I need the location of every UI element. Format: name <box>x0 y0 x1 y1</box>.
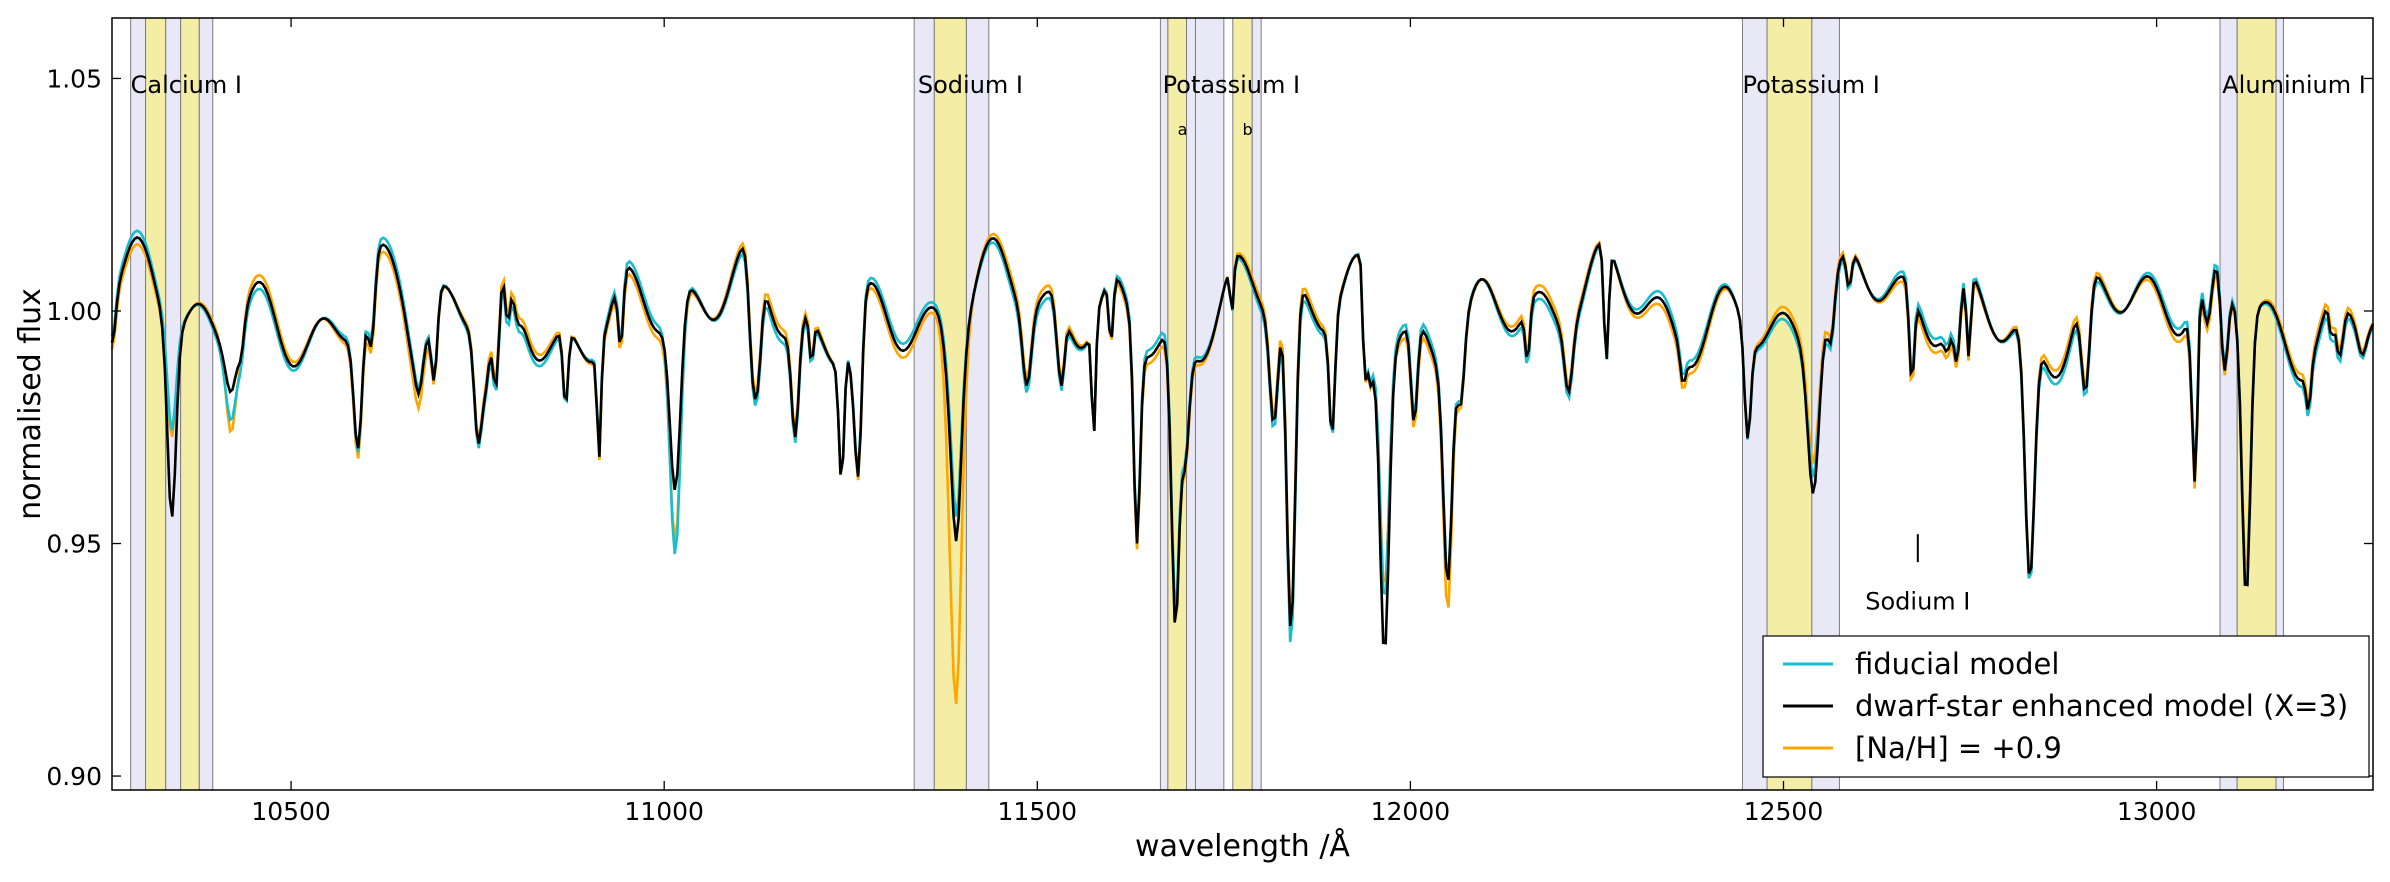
band-continuum-5 <box>913 17 935 791</box>
y-tick-label: 0.90 <box>46 762 102 791</box>
legend-label-fiducial: fiducial model <box>1855 647 2059 681</box>
plot-frame <box>111 17 2374 791</box>
annotation-label: Potassium I <box>1163 71 1300 99</box>
x-tick-label: 11500 <box>998 797 1078 826</box>
band-line-3 <box>180 17 200 791</box>
annotations-layer: Calcium I Sodium I Potassium I Potassium I A… <box>131 71 2366 615</box>
band-line-6 <box>933 17 967 791</box>
y-tick-label: 0.95 <box>46 530 102 559</box>
legend: fiducial model dwarf-star enhanced model… <box>1762 635 2370 778</box>
band-line-1 <box>145 17 167 791</box>
annotation-label: b <box>1243 120 1253 139</box>
annotation-label: Sodium I <box>1865 587 1970 615</box>
x-tick-label: 10500 <box>251 797 331 826</box>
y-tick-label: 1.00 <box>46 297 102 326</box>
annotation-label: Potassium I <box>1742 71 1879 99</box>
band-continuum-13 <box>1251 17 1262 791</box>
y-axis-title: normalised flux <box>13 288 48 520</box>
band-continuum-4 <box>198 17 214 791</box>
x-axis-title: wavelength /Å <box>1135 828 1350 864</box>
x-tick-label: 11000 <box>624 797 704 826</box>
series-layer <box>110 229 2375 704</box>
series-line-1 <box>110 236 2375 645</box>
legend-label-na: [Na/H] = +0.9 <box>1855 731 2062 765</box>
legend-label-dwarf: dwarf-star enhanced model (X=3) <box>1855 689 2348 723</box>
y-tick-label: 1.05 <box>46 64 102 93</box>
annotation-label: Sodium I <box>918 71 1023 99</box>
band-continuum-8 <box>1159 17 1169 791</box>
x-tick-label: 12000 <box>1371 797 1451 826</box>
legend-box <box>1762 635 2370 778</box>
annotation-label: Calcium I <box>131 71 242 99</box>
band-continuum-7 <box>965 17 990 791</box>
x-tick-label: 13000 <box>2117 797 2197 826</box>
annotation-label: a <box>1178 120 1188 139</box>
band-continuum-0 <box>130 17 147 791</box>
band-continuum-11 <box>1194 17 1225 791</box>
x-tick-label: 12500 <box>1744 797 1824 826</box>
annotation-label: Aluminium I <box>2222 71 2366 99</box>
ticks-layer: 10500 11000 11500 12000 12500 13000 0.90 0.95 1.… <box>46 18 2373 826</box>
